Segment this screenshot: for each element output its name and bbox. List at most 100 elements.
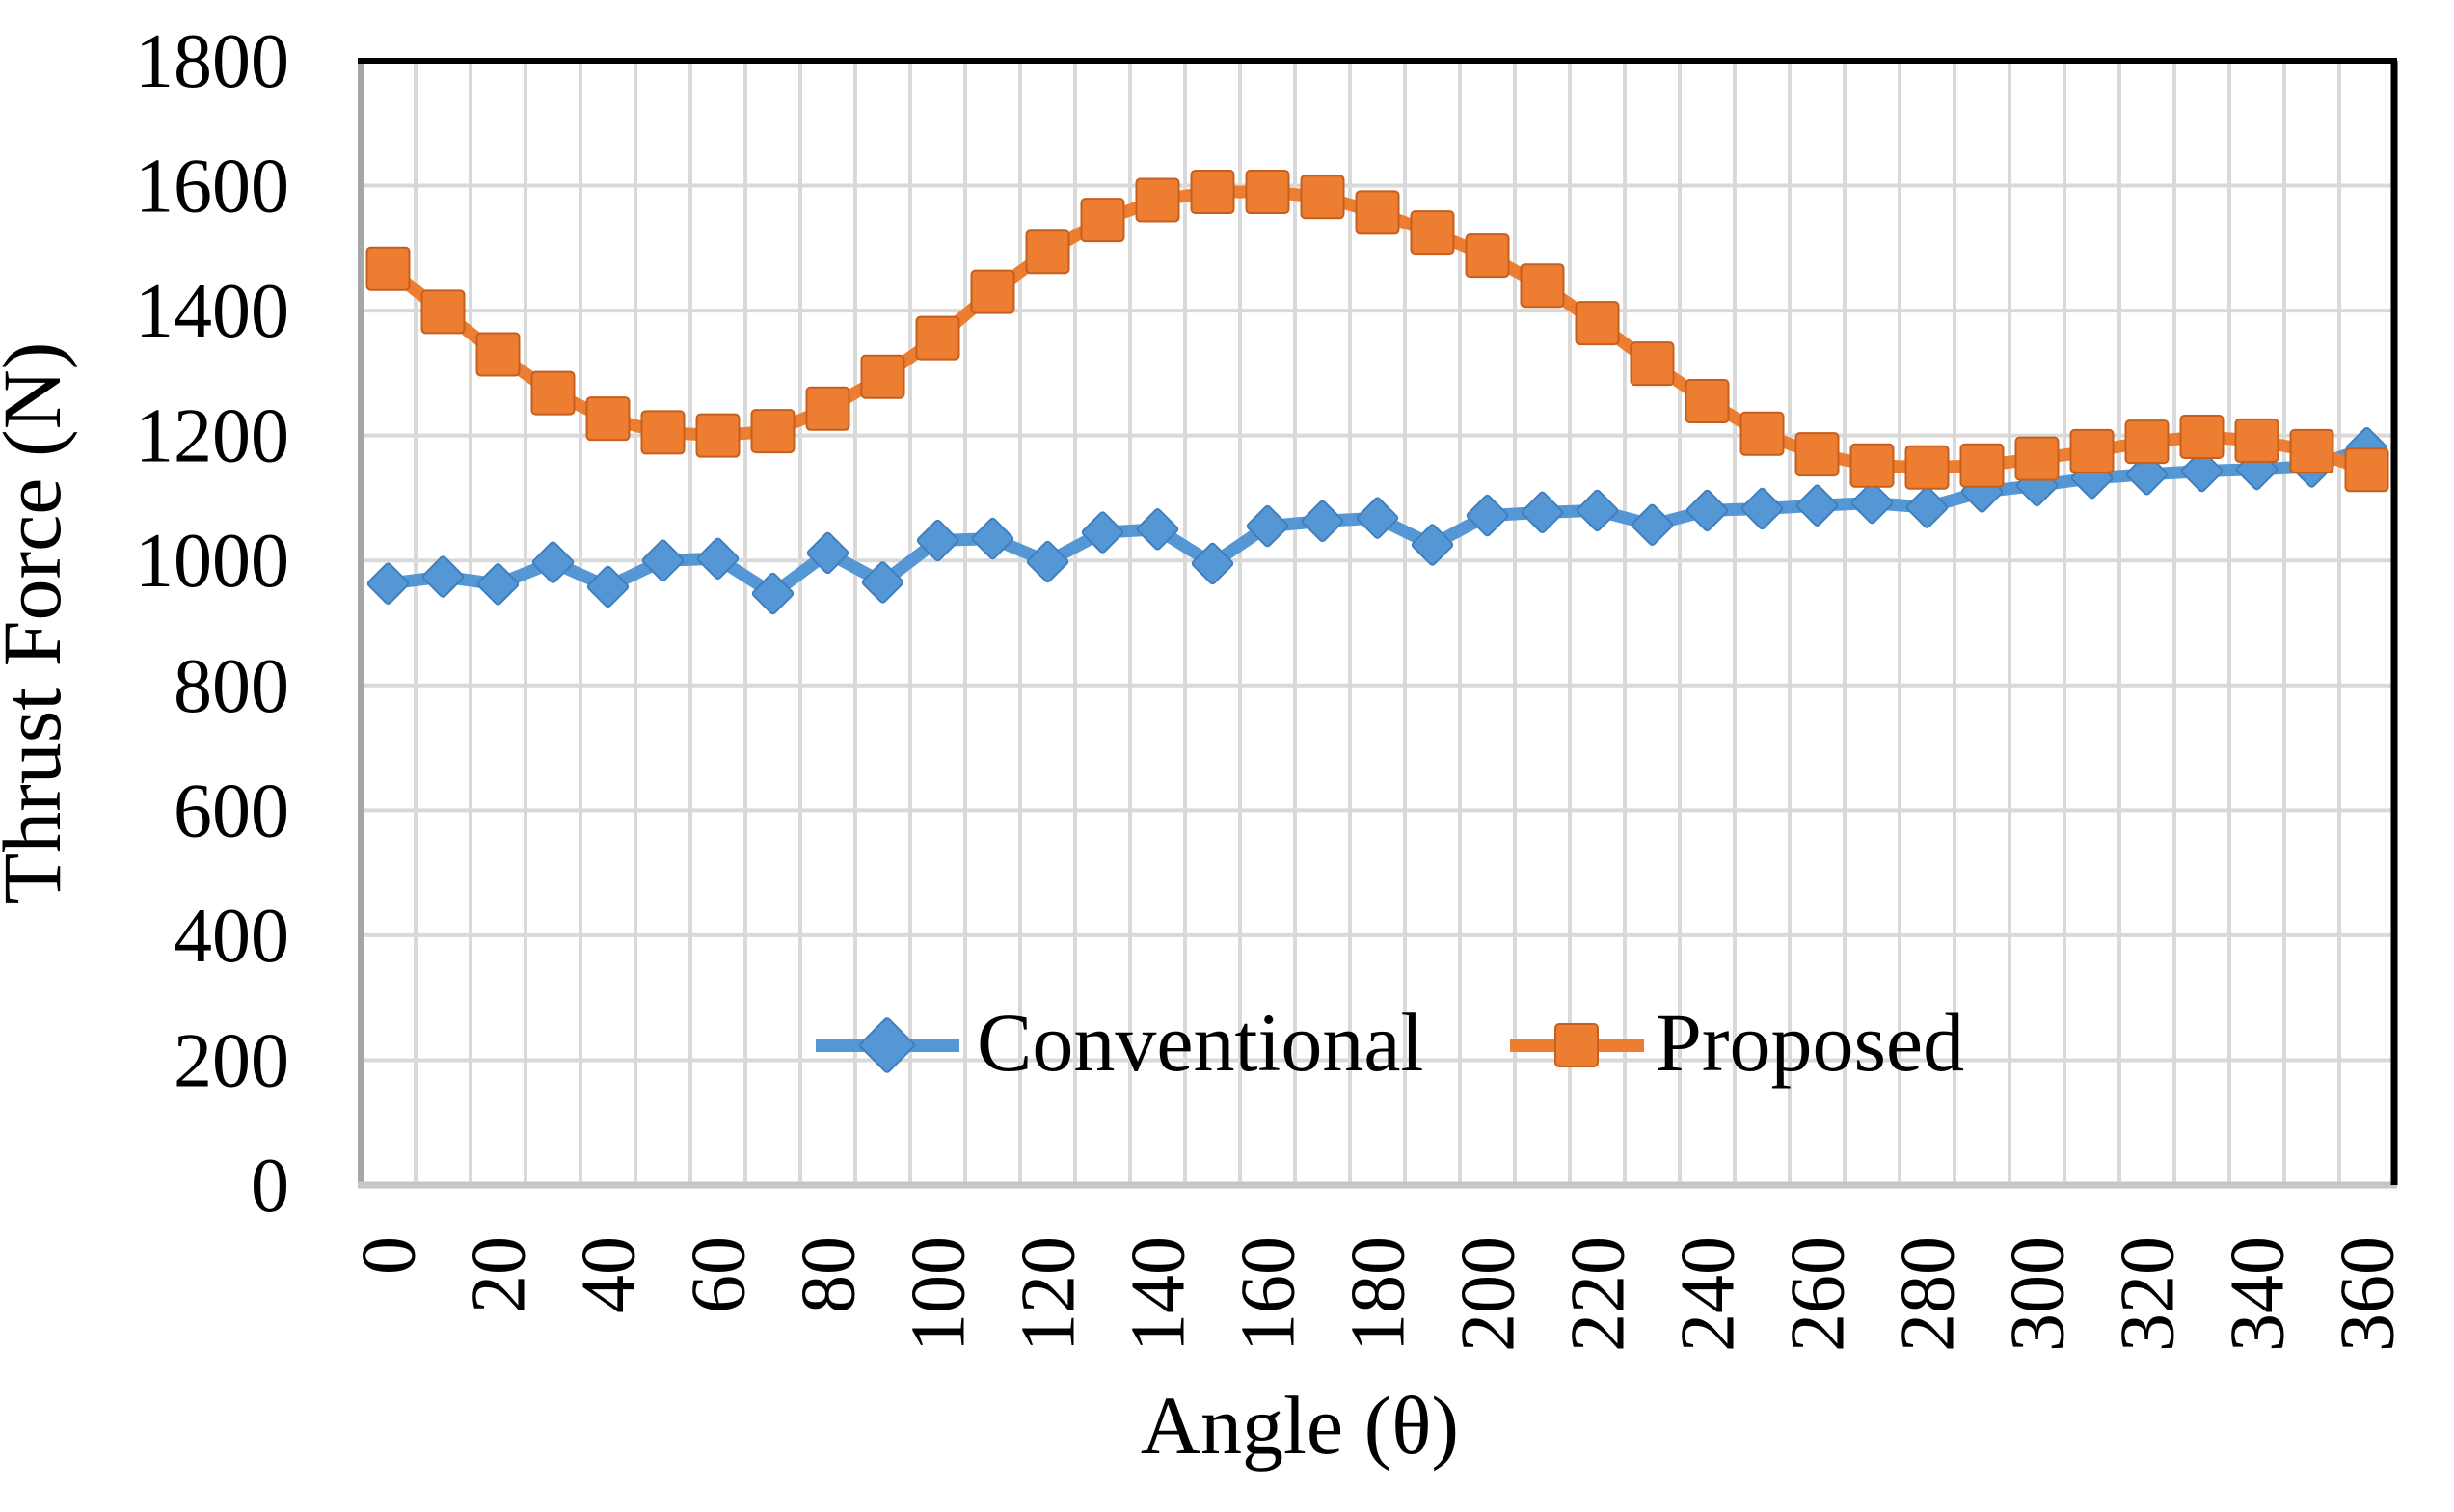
legend-item-conventional: Conventional xyxy=(816,996,1423,1089)
x-tick-label: 140 xyxy=(1117,1236,1201,1352)
x-tick-label: 120 xyxy=(1007,1236,1092,1352)
square-marker xyxy=(1025,230,1070,275)
x-tick-label: 260 xyxy=(1776,1236,1861,1352)
y-tick-label: 1800 xyxy=(135,19,289,104)
diamond-marker xyxy=(2180,449,2224,493)
legend-diamond-icon xyxy=(859,1017,915,1073)
legend-square-icon xyxy=(1554,1023,1599,1067)
square-marker xyxy=(1520,263,1565,309)
series-proposed xyxy=(365,170,2389,493)
diamond-marker xyxy=(861,561,904,604)
x-tick-label: 300 xyxy=(1996,1236,2081,1352)
square-marker xyxy=(1300,175,1345,220)
x-tick-label: 320 xyxy=(2106,1236,2191,1352)
y-tick-label: 0 xyxy=(251,1144,289,1228)
square-marker xyxy=(640,410,686,455)
square-marker xyxy=(1685,379,1730,424)
square-marker xyxy=(1135,177,1180,223)
square-marker xyxy=(970,269,1015,314)
y-tick-label: 1000 xyxy=(135,519,289,604)
diamond-marker xyxy=(1631,503,1674,546)
square-marker xyxy=(585,396,631,442)
x-tick-label: 60 xyxy=(677,1236,762,1313)
square-marker xyxy=(860,354,905,399)
square-marker xyxy=(1465,233,1510,279)
diamond-marker xyxy=(641,539,685,581)
y-tick-label: 800 xyxy=(174,644,289,729)
y-tick-label: 400 xyxy=(174,894,289,979)
square-marker xyxy=(420,289,466,335)
square-marker xyxy=(475,332,521,377)
square-marker xyxy=(530,370,576,416)
diamond-marker xyxy=(531,541,575,583)
diamond-marker xyxy=(1301,500,1344,543)
tick-labels: 0 200 400 600 800 1000 1200 1400 1600 1800 0 20 40 60… xyxy=(135,19,2411,1352)
square-marker xyxy=(1355,190,1400,235)
legend-label-conventional: Conventional xyxy=(977,996,1423,1089)
x-tick-label: 220 xyxy=(1556,1236,1641,1352)
x-tick-label: 280 xyxy=(1886,1236,1971,1352)
y-tick-label: 1400 xyxy=(135,269,289,354)
x-tick-label: 40 xyxy=(567,1236,652,1313)
x-tick-label: 20 xyxy=(457,1236,542,1313)
x-tick-label: 160 xyxy=(1227,1236,1311,1352)
square-marker xyxy=(1794,432,1840,477)
diamond-marker xyxy=(696,537,740,580)
y-tick-label: 600 xyxy=(174,769,289,853)
diamond-marker xyxy=(806,531,849,575)
data-series xyxy=(365,170,2389,615)
x-tick-label: 80 xyxy=(787,1236,872,1313)
x-tick-label: 240 xyxy=(1666,1236,1751,1352)
diamond-marker xyxy=(916,519,959,562)
diamond-marker xyxy=(476,563,520,606)
diamond-marker xyxy=(586,565,630,608)
square-marker xyxy=(2014,436,2060,481)
square-marker xyxy=(1080,198,1125,243)
square-marker xyxy=(1245,170,1290,215)
diamond-marker xyxy=(1576,489,1619,532)
diamond-marker xyxy=(1411,524,1454,566)
square-marker xyxy=(1190,170,1235,215)
x-tick-label: 100 xyxy=(897,1236,982,1352)
square-marker xyxy=(1630,341,1675,387)
diamond-marker xyxy=(1466,494,1509,537)
diamond-marker xyxy=(1246,504,1289,548)
square-marker xyxy=(2069,428,2115,473)
y-tick-label: 200 xyxy=(174,1018,289,1103)
y-tick-label: 1600 xyxy=(135,145,289,230)
square-marker xyxy=(805,386,850,431)
y-tick-label: 1200 xyxy=(135,394,289,479)
diamond-marker xyxy=(1136,508,1179,551)
square-marker xyxy=(1575,301,1620,346)
square-marker xyxy=(750,409,796,454)
diamond-marker xyxy=(1850,481,1894,525)
diamond-marker xyxy=(1191,542,1234,585)
square-marker xyxy=(2344,447,2389,493)
legend: Conventional Proposed xyxy=(816,996,1964,1089)
square-marker xyxy=(1739,411,1785,456)
diamond-marker xyxy=(1521,491,1564,534)
x-tick-label: 340 xyxy=(2216,1236,2301,1352)
square-marker xyxy=(2124,419,2170,465)
diamond-marker xyxy=(1356,497,1399,539)
x-tick-label: 0 xyxy=(347,1236,432,1275)
diamond-marker xyxy=(1026,540,1069,583)
legend-label-proposed: Proposed xyxy=(1656,996,1964,1089)
gridlines xyxy=(361,61,2394,1185)
diamond-marker xyxy=(1685,489,1729,532)
diamond-marker xyxy=(1081,511,1124,554)
x-tick-label: 200 xyxy=(1446,1236,1531,1352)
square-marker xyxy=(915,315,960,361)
square-marker xyxy=(365,246,411,291)
diamond-marker xyxy=(751,572,795,615)
x-tick-label: 180 xyxy=(1336,1236,1421,1352)
x-axis-title: Angle (θ) xyxy=(1141,1379,1459,1472)
y-axis-title: Thrust Force (N) xyxy=(0,342,78,904)
square-marker xyxy=(1410,210,1455,256)
square-marker xyxy=(2289,428,2334,473)
square-marker xyxy=(1959,443,2005,488)
axes xyxy=(358,58,2398,1189)
square-marker xyxy=(695,413,741,458)
